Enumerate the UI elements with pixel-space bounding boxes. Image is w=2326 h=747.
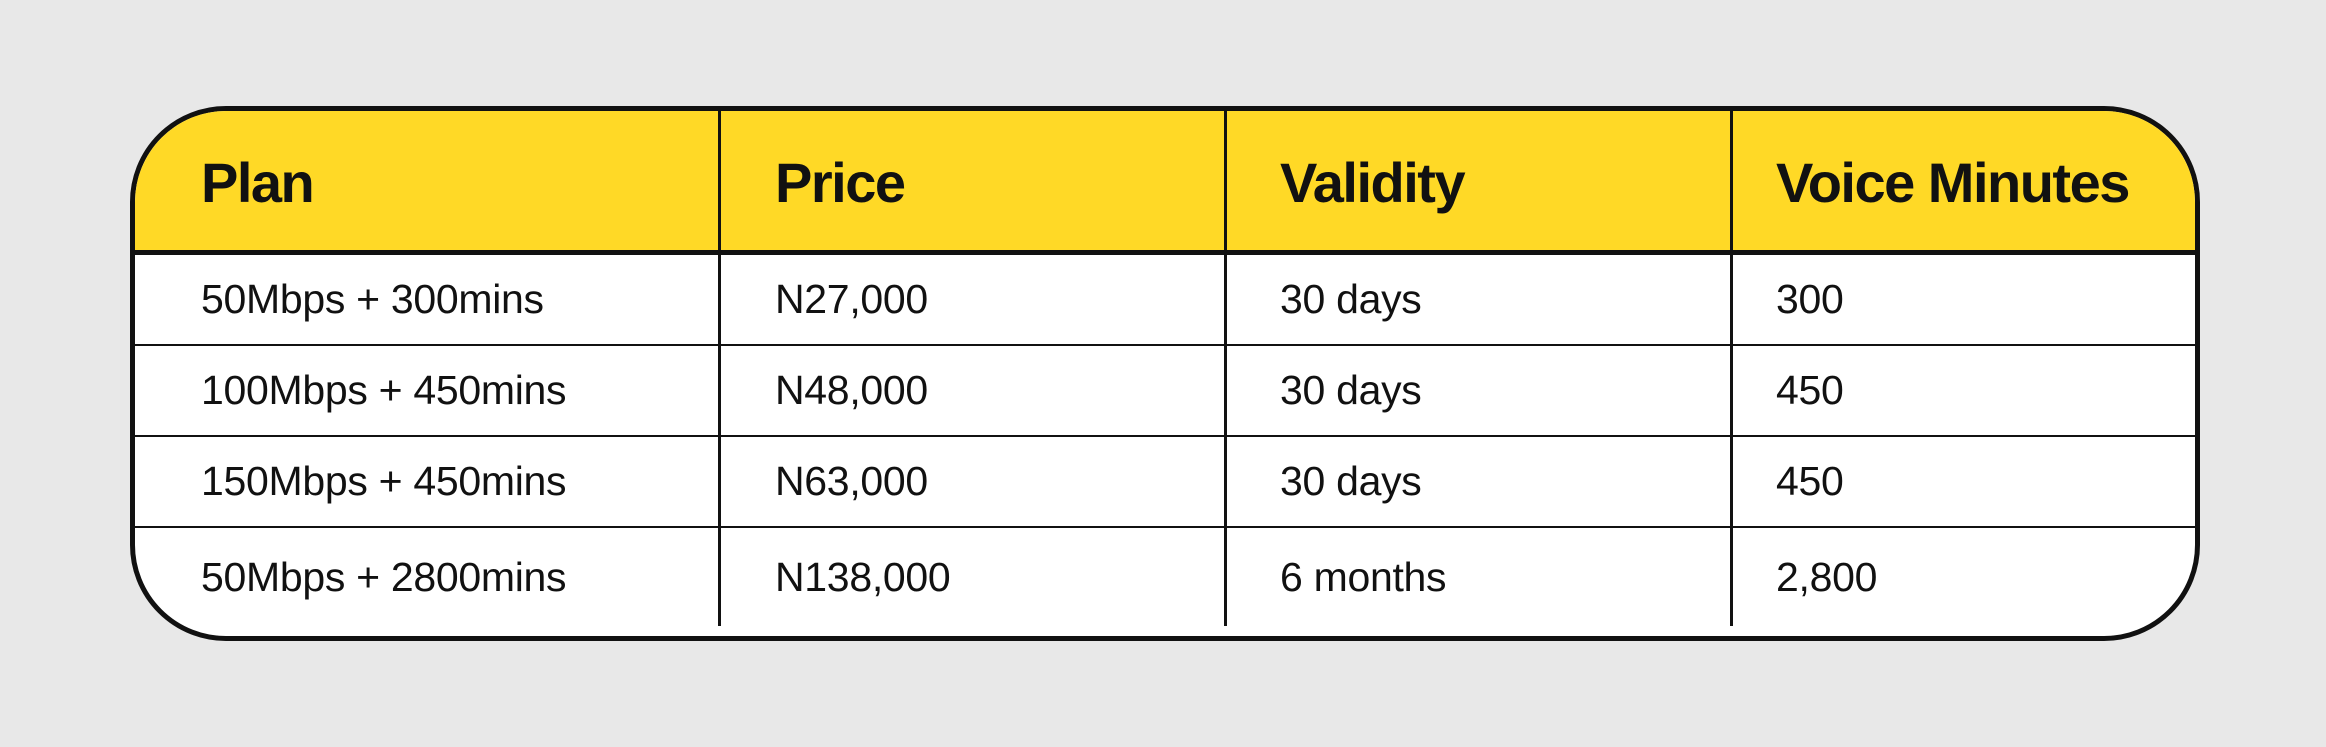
cell-voice-minutes: 2,800 [1730, 528, 2195, 626]
header-validity: Validity [1224, 111, 1730, 255]
cell-voice-minutes: 300 [1730, 255, 2195, 346]
cell-price: N27,000 [718, 255, 1224, 346]
cell-validity: 6 months [1224, 528, 1730, 626]
cell-validity: 30 days [1224, 255, 1730, 346]
plans-table: Plan Price Validity Voice Minutes 50Mbps… [130, 106, 2200, 641]
cell-plan: 50Mbps + 300mins [135, 255, 718, 346]
header-plan: Plan [135, 111, 718, 255]
cell-validity: 30 days [1224, 437, 1730, 528]
cell-plan: 100Mbps + 450mins [135, 346, 718, 437]
cell-plan: 50Mbps + 2800mins [201, 553, 567, 600]
cell-voice-minutes: 450 [1730, 346, 2195, 437]
header-voice-minutes: Voice Minutes [1730, 111, 2195, 255]
header-price: Price [718, 111, 1224, 255]
cell-price: N48,000 [718, 346, 1224, 437]
cell-voice-minutes: 450 [1730, 437, 2195, 528]
plans-table-grid: Plan Price Validity Voice Minutes 50Mbps… [135, 111, 2195, 636]
cell-price: N138,000 [718, 528, 1224, 626]
cell-validity: 30 days [1224, 346, 1730, 437]
cell-plan: 150Mbps + 450mins [135, 437, 718, 528]
cell-price: N63,000 [718, 437, 1224, 528]
